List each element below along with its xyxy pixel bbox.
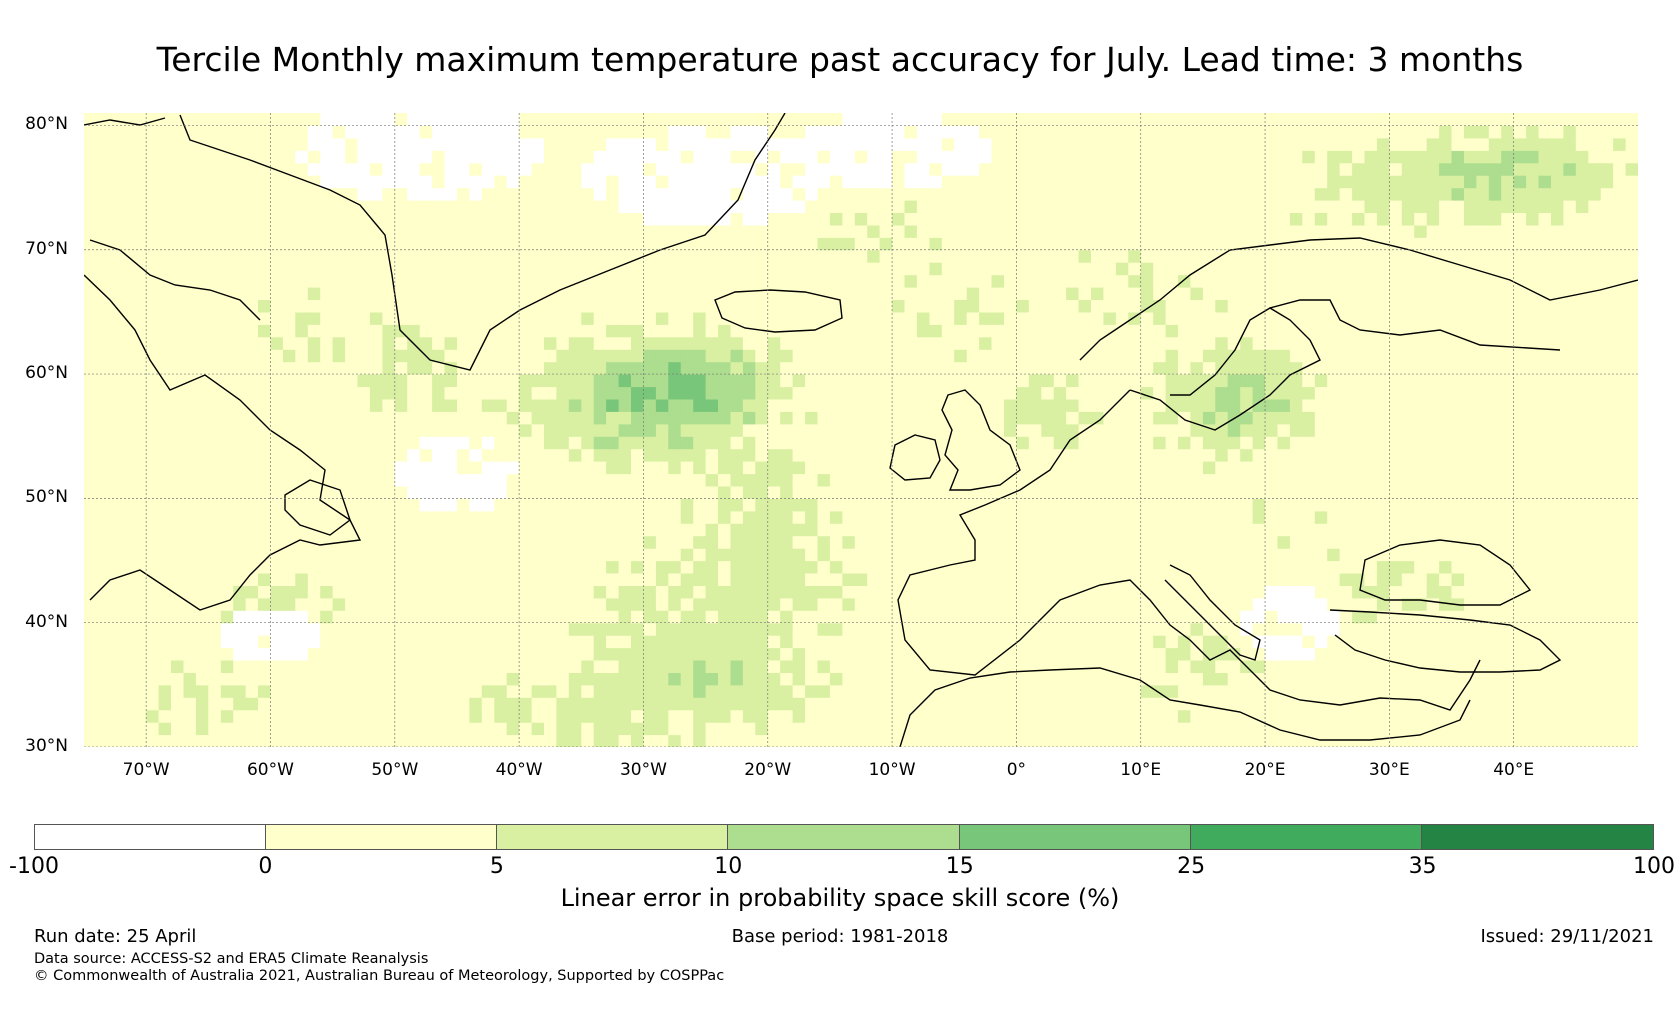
colorbar-segment (497, 825, 729, 849)
longitude-label: 40°E (1493, 760, 1535, 780)
graticule (84, 113, 1638, 747)
data-source: Data source: ACCESS-S2 and ERA5 Climate … (34, 951, 429, 967)
longitude-label: 40°W (495, 760, 543, 780)
latitude-label: 70°N (25, 238, 68, 259)
copyright: © Commonwealth of Australia 2021, Austra… (34, 968, 725, 984)
longitude-label: 60°W (246, 760, 294, 780)
colorbar-label: Linear error in probability space skill … (560, 884, 1120, 912)
longitude-label: 10°E (1120, 760, 1162, 780)
map-title: Tercile Monthly maximum temperature past… (156, 40, 1524, 79)
coastline-north-africa (899, 667, 1471, 747)
colorbar-tick-label: 5 (489, 854, 504, 879)
colorbar-segment (728, 825, 960, 849)
colorbar-tick-label: 100 (1633, 854, 1675, 879)
coastline-newfoundland (284, 479, 351, 536)
colorbar-tick-label: 25 (1177, 854, 1206, 879)
longitude-label: 30°W (619, 760, 667, 780)
longitude-label: 10°W (868, 760, 916, 780)
colorbar-segment (266, 825, 498, 849)
colorbar-segment (35, 825, 267, 849)
coastline-black-sea (1359, 539, 1532, 606)
longitude-label: 0° (1006, 760, 1027, 780)
issued-date: Issued: 29/11/2021 (1480, 926, 1654, 947)
colorbar-tick-label: -100 (9, 854, 59, 879)
coastline-gulf (1269, 299, 1561, 351)
longitude-label: 20°W (744, 760, 792, 780)
coastline-western-europe (897, 389, 1481, 711)
colorbar-tick-label: 0 (258, 854, 273, 879)
colorbar-tick-label: 15 (945, 854, 974, 879)
coastline-greenland (179, 113, 786, 371)
skill-grid (84, 113, 1638, 747)
colorbar-tick-label: 10 (714, 854, 743, 879)
coastline-iceland (714, 289, 843, 333)
coastline-britain (941, 389, 1021, 491)
coastline-baltic (1129, 307, 1321, 431)
coastline-ireland (889, 434, 941, 481)
longitude-label: 30°E (1368, 760, 1410, 780)
latitude-label: 40°N (25, 611, 68, 632)
run-date: Run date: 25 April (34, 926, 197, 947)
latitude-label: 60°N (25, 363, 68, 384)
colorbar-segment (1190, 825, 1422, 849)
colorbar (34, 824, 1654, 850)
coastline-italy (1164, 564, 1261, 661)
latitude-label: 50°N (25, 487, 68, 508)
latitude-label: 30°N (25, 736, 68, 756)
longitude-label: 20°E (1244, 760, 1286, 780)
base-period: Base period: 1981-2018 (731, 926, 949, 947)
latitude-label: 80°N (25, 114, 68, 135)
coastline-turkey (1329, 609, 1562, 673)
longitude-label: 70°W (122, 760, 170, 780)
colorbar-tick-label: 35 (1408, 854, 1437, 879)
coastlines (84, 113, 1638, 747)
coastline-scandinavia (1079, 237, 1638, 361)
colorbar-segment (1421, 825, 1653, 849)
longitude-label: 50°W (371, 760, 419, 780)
colorbar-segment (959, 825, 1191, 849)
